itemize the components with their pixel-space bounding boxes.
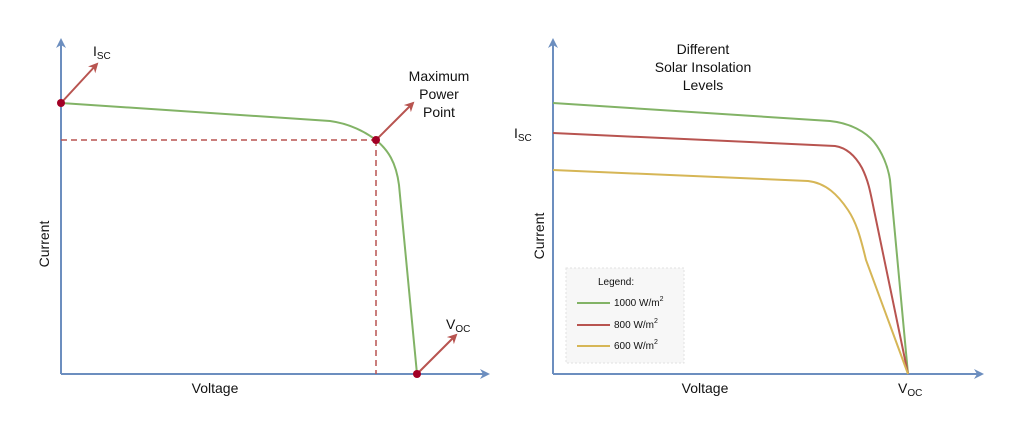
voc-point-marker xyxy=(413,370,421,378)
left-iv-curve xyxy=(60,102,418,375)
right-title-line-2: Solar Insolation xyxy=(655,59,752,75)
right-isc-label: ISC xyxy=(514,125,532,144)
isc-arrow xyxy=(60,62,99,104)
right-iv-diagram: Different Solar Insolation Levels ISC VO… xyxy=(514,38,984,399)
legend-label-800: 800 W/m2 xyxy=(614,318,658,331)
left-iv-diagram: ISC VOC Maximum Power Point Voltage Curr… xyxy=(36,38,490,396)
legend-label-1000: 1000 W/m2 xyxy=(614,296,664,309)
legend-label-600: 600 W/m2 xyxy=(614,339,658,352)
legend-title: Legend: xyxy=(598,277,634,288)
legend-box xyxy=(565,267,685,364)
left-y-axis-label: Current xyxy=(36,221,52,268)
voc-arrow xyxy=(416,333,458,375)
curve-1000-wm2 xyxy=(552,102,909,375)
curve-600-wm2 xyxy=(552,169,909,375)
legend: Legend: 1000 W/m2 800 W/m2 600 W/m2 xyxy=(565,267,685,364)
right-voc-label: VOC xyxy=(898,380,922,399)
mpp-label-line-2: Power xyxy=(419,86,459,102)
left-x-axis-label: Voltage xyxy=(192,380,239,396)
mpp-label-line-3: Point xyxy=(423,104,455,120)
isc-point-marker xyxy=(57,99,65,107)
mpp-arrow xyxy=(375,101,415,141)
right-title-line-1: Different xyxy=(677,41,730,57)
right-x-axis-label: Voltage xyxy=(682,380,729,396)
curve-800-wm2 xyxy=(552,132,909,375)
mpp-label-line-1: Maximum xyxy=(409,68,470,84)
left-isc-label: ISC xyxy=(93,43,111,62)
left-voc-label: VOC xyxy=(446,316,470,335)
mpp-point-marker xyxy=(372,136,380,144)
right-y-axis-label: Current xyxy=(531,213,547,260)
right-title-line-3: Levels xyxy=(683,77,723,93)
